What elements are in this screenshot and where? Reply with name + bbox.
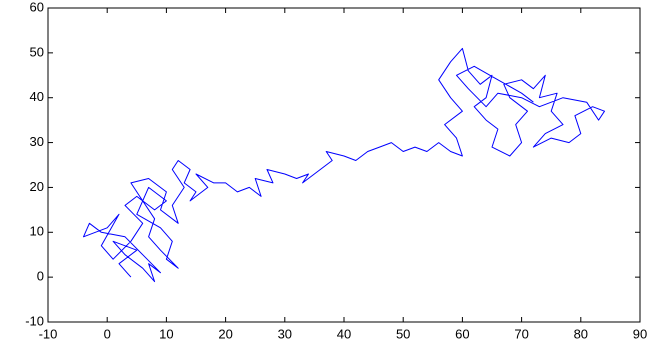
y-tick-label: 50 — [30, 44, 44, 59]
x-tick-label: 20 — [218, 326, 232, 341]
x-tick-label: 30 — [278, 326, 292, 341]
x-tick-label: 40 — [337, 326, 351, 341]
x-tick-label: 60 — [455, 326, 469, 341]
x-tick-label: 90 — [633, 326, 647, 341]
y-tick-label: 10 — [30, 224, 44, 239]
data-line — [83, 47, 605, 283]
x-tick-label: 70 — [514, 326, 528, 341]
x-tick-label: 80 — [574, 326, 588, 341]
x-tick-label: -10 — [39, 326, 58, 341]
plot-frame — [47, 7, 641, 323]
y-tick-label: 0 — [37, 269, 44, 284]
y-tick-label: -10 — [25, 313, 44, 328]
y-tick-label: 40 — [30, 89, 44, 104]
x-tick-label: 10 — [159, 326, 173, 341]
y-tick-label: 30 — [30, 134, 44, 149]
y-tick-label: 60 — [30, 0, 44, 14]
y-tick-label: 20 — [30, 179, 44, 194]
x-tick-label: 50 — [396, 326, 410, 341]
x-tick-label: 0 — [104, 326, 111, 341]
